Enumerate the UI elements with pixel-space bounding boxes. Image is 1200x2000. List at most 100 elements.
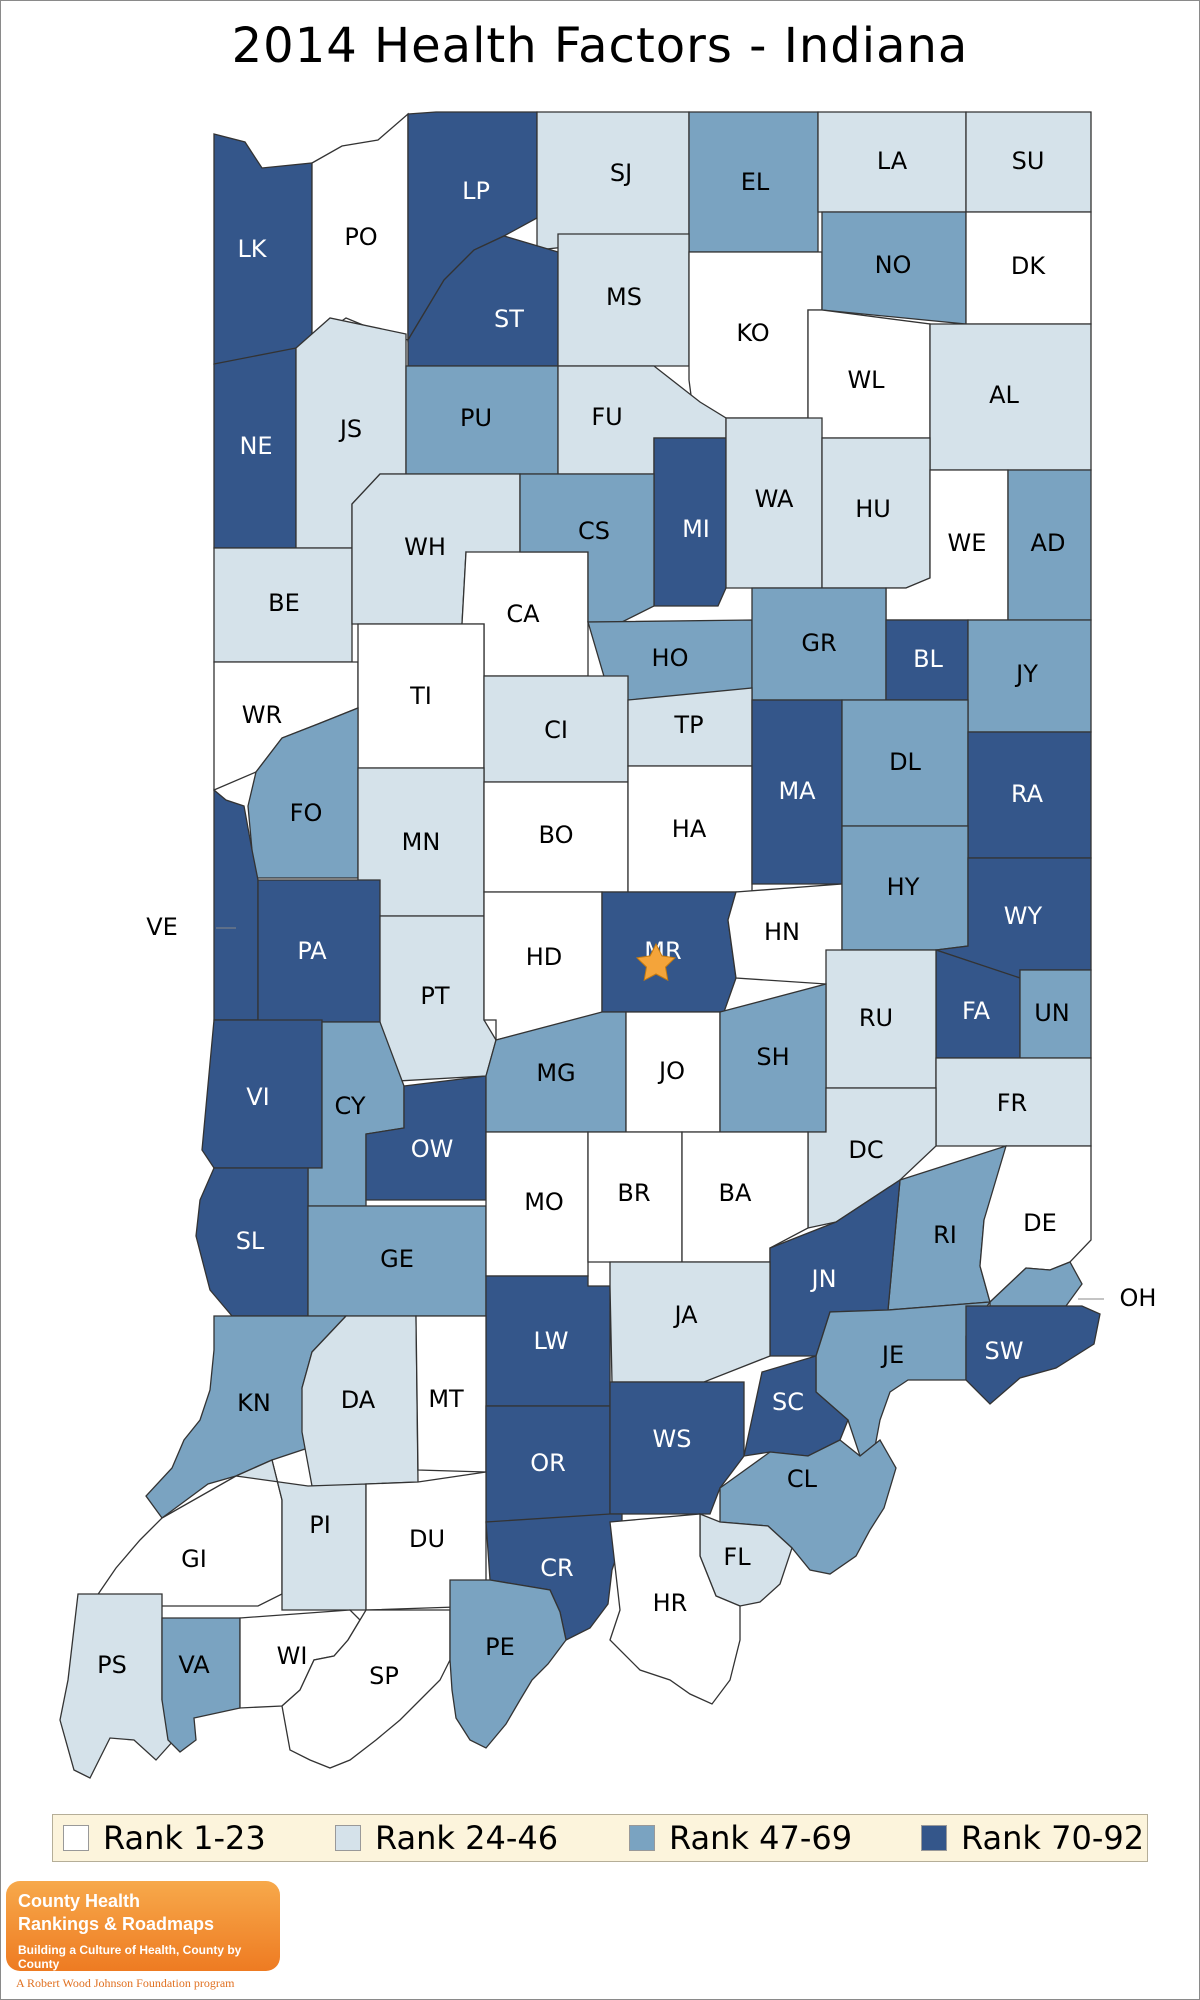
county-label-pt: PT [420, 982, 449, 1010]
county-label-cs: CS [578, 517, 610, 545]
county-label-gi: GI [181, 1545, 207, 1573]
logo-line-2: Rankings & Roadmaps [18, 1914, 215, 1934]
legend-label: Rank 47-69 [669, 1819, 853, 1857]
county-label-jy: JY [1014, 660, 1038, 688]
county-label-sc: SC [772, 1388, 804, 1416]
county-label-jn: JN [809, 1265, 836, 1293]
county-label-sl: SL [236, 1227, 265, 1255]
county-label-oh: OH [1120, 1284, 1157, 1312]
county-label-ps: PS [97, 1651, 127, 1679]
county-label-ti: TI [409, 682, 432, 710]
county-label-su: SU [1012, 147, 1045, 175]
legend-item-rank-24-46: Rank 24-46 [335, 1815, 558, 1861]
county-label-ra: RA [1011, 780, 1044, 808]
county-label-da: DA [341, 1386, 376, 1414]
county-label-gr: GR [801, 629, 836, 657]
county-label-pa: PA [297, 937, 327, 965]
county-label-lw: LW [534, 1327, 569, 1355]
county-label-mt: MT [428, 1385, 464, 1413]
county-ps [59, 1593, 175, 1779]
county-label-bo: BO [539, 821, 574, 849]
county-pe [449, 1579, 567, 1749]
indiana-county-map: LK PO LP SJ EL LA SU ST MS KO NO DK NE JS PU FU WL AL MI WA… [59, 111, 1157, 1779]
legend-swatch [63, 1825, 89, 1851]
county-du [365, 1471, 487, 1611]
county-label-ci: CI [544, 716, 568, 744]
legend-item-rank-1-23: Rank 1-23 [63, 1815, 266, 1861]
county-sl [195, 1167, 309, 1317]
county-label-vi: VI [246, 1083, 270, 1111]
county-label-fu: FU [591, 403, 622, 431]
county-label-we: WE [948, 529, 987, 557]
legend-item-rank-70-92: Rank 70-92 [921, 1815, 1144, 1861]
logo-line-1: County Health [18, 1891, 141, 1911]
county-label-bl: BL [913, 645, 943, 673]
county-label-pe: PE [485, 1633, 515, 1661]
county-label-de: DE [1023, 1209, 1057, 1237]
county-label-lp: LP [462, 177, 490, 205]
county-ws [609, 1381, 745, 1515]
county-label-ow: OW [411, 1135, 454, 1163]
county-label-no: NO [875, 251, 912, 279]
county-label-jo: JO [657, 1057, 685, 1085]
legend-swatch [629, 1825, 655, 1851]
county-label-ve: VE [146, 913, 178, 941]
county-label-hr: HR [653, 1589, 688, 1617]
county-label-hd: HD [526, 943, 563, 971]
county-label-hu: HU [855, 495, 891, 523]
legend-swatch [335, 1825, 361, 1851]
county-label-cr: CR [540, 1554, 573, 1582]
county-label-ri: RI [933, 1221, 957, 1249]
county-label-tp: TP [673, 711, 703, 739]
county-label-la: LA [877, 147, 908, 175]
county-je [815, 1301, 992, 1457]
county-label-ho: HO [652, 644, 689, 672]
county-label-sh: SH [756, 1043, 789, 1071]
county-label-mg: MG [536, 1059, 575, 1087]
county-label-sp: SP [369, 1662, 399, 1690]
county-label-sw: SW [985, 1337, 1024, 1365]
county-label-or: OR [530, 1449, 566, 1477]
county-label-wa: WA [755, 485, 794, 513]
logo-foundation-credit: A Robert Wood Johnson Foundation program [16, 1976, 235, 1990]
county-label-un: UN [1034, 999, 1070, 1027]
county-health-rankings-logo: County Health Rankings & Roadmaps Buildi… [6, 1881, 280, 1971]
county-label-dk: DK [1011, 252, 1046, 280]
county-label-va: VA [178, 1651, 210, 1679]
county-label-dc: DC [848, 1136, 883, 1164]
county-label-ca: CA [506, 600, 540, 628]
county-label-hn: HN [764, 918, 800, 946]
county-label-wy: WY [1004, 902, 1043, 930]
county-label-po: PO [344, 223, 377, 251]
legend-label: Rank 1-23 [103, 1819, 266, 1857]
map-legend: Rank 1-23 Rank 24-46 Rank 47-69 Rank 70-… [52, 1814, 1148, 1862]
county-label-kn: KN [237, 1389, 271, 1417]
county-label-je: JE [880, 1341, 904, 1369]
county-label-ha: HA [672, 815, 707, 843]
county-label-du: DU [409, 1525, 445, 1553]
legend-label: Rank 70-92 [961, 1819, 1145, 1857]
legend-label: Rank 24-46 [375, 1819, 559, 1857]
county-label-fl: FL [723, 1543, 751, 1571]
county-label-wl: WL [847, 366, 885, 394]
county-label-cy: CY [335, 1092, 366, 1120]
county-label-ba: BA [719, 1179, 752, 1207]
county-label-pu: PU [460, 404, 492, 432]
county-label-dl: DL [889, 748, 921, 776]
county-label-ws: WS [653, 1425, 692, 1453]
county-label-wi: WI [277, 1642, 308, 1670]
county-label-ru: RU [859, 1004, 893, 1032]
county-label-mo: MO [524, 1188, 564, 1216]
county-label-pi: PI [309, 1511, 331, 1539]
legend-item-rank-47-69: Rank 47-69 [629, 1815, 852, 1861]
county-label-ne: NE [239, 432, 272, 460]
county-label-st: ST [494, 305, 524, 333]
legend-swatch [921, 1825, 947, 1851]
county-label-mn: MN [402, 828, 441, 856]
county-label-js: JS [338, 415, 362, 443]
county-label-sj: SJ [610, 159, 632, 187]
map-title: 2014 Health Factors - Indiana [231, 18, 969, 74]
county-label-fa: FA [962, 997, 991, 1025]
county-label-fo: FO [290, 799, 323, 827]
county-label-br: BR [617, 1179, 650, 1207]
